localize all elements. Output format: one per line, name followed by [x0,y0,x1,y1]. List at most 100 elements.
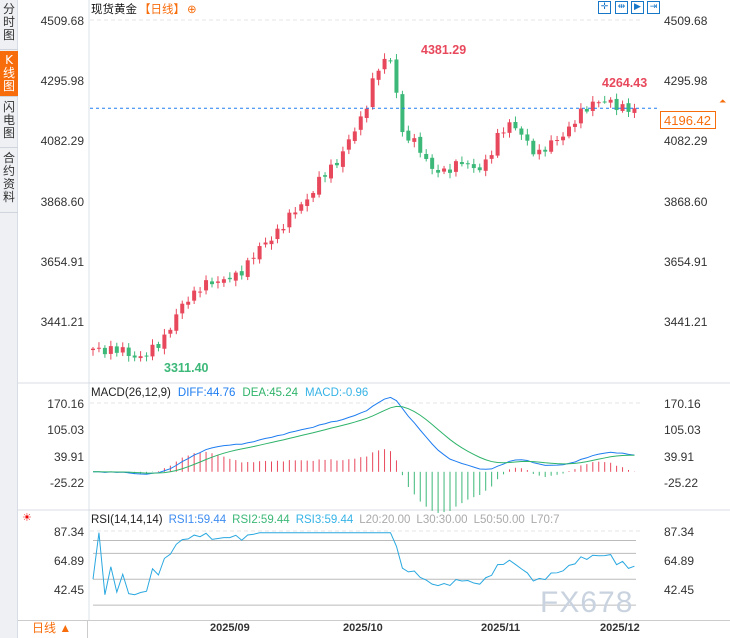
rsi-tick: 87.34 [53,525,84,539]
candle-body [352,131,357,141]
candle-body [334,162,339,166]
candle-body [483,159,488,171]
rsi-l70: L70:7 [530,514,560,526]
candle-body [138,356,143,359]
jump-latest-icon[interactable]: ⇥ [647,1,660,14]
tab-contract-info[interactable]: 合约资料 [0,149,18,213]
macd-tick: 170.16 [664,397,701,411]
settings-sun-icon[interactable]: ☀ [22,512,32,524]
right-price-tick: 4295.98 [664,74,708,88]
candle-body [400,94,405,133]
instrument-title: 现货黄金 [91,4,137,16]
candle-body [459,162,464,165]
candle-body [108,346,113,354]
left-price-tick: 3441.21 [40,315,84,329]
candle-body [281,228,286,231]
left-price-tick: 4295.98 [40,74,84,88]
candle-body [519,128,524,135]
candle-body [370,78,375,108]
macd-diff: DIFF:44.76 [177,387,236,399]
right-price-tick: 3654.91 [664,255,708,269]
candle-body [340,151,345,167]
candle-body [418,136,423,153]
date-label: 2025/11 [481,622,521,634]
candle-body [388,60,393,62]
candle-body [602,101,607,103]
diff-line [92,396,635,475]
candle-body [501,132,506,134]
macd-tick: 105.03 [47,423,84,437]
macd-tick: 170.16 [47,397,84,411]
rsi-tick: 64.89 [53,554,84,568]
candle-body [91,348,95,351]
candle-body [263,242,268,245]
candle-body [495,132,500,156]
rsi-title: RSI(14,14,14) [91,514,163,526]
candle-body [626,103,631,112]
candle-body [424,154,429,159]
candle-body [168,329,173,334]
candle-body [436,170,441,173]
rsi-tick: 42.45 [664,583,695,597]
candle-body [513,121,518,129]
crosshair-icon[interactable]: ✛ [598,1,611,14]
candle-body [239,271,244,276]
right-price-tick: 4082.29 [664,134,708,148]
candle-body [150,344,155,357]
left-price-tick: 4082.29 [40,134,84,148]
watermark-logo: FX678 [540,586,634,619]
candle-body [269,240,274,245]
candle-body [323,175,328,177]
rsi-l20: L20:20.00 [359,514,411,526]
candle-body [251,257,256,259]
period-high-label: 4381.29 [421,43,467,57]
candle-body [305,199,310,206]
candle-body [162,334,167,349]
tab-flash-chart[interactable]: 闪电图 [0,98,18,148]
macd-tick: 39.91 [664,450,695,464]
candle-body [210,281,214,285]
candle-body [549,140,554,152]
period-label: 【日线】 [139,4,185,16]
candle-body [406,130,411,141]
candle-body [608,99,613,103]
candle-body [156,344,161,348]
candle-body [572,123,577,127]
play-forward-icon[interactable]: ▶ [631,1,644,14]
rsi-tick: 87.34 [664,525,695,539]
rsi-header: RSI(14,14,14) RSI1:59.44 RSI2:59.44 RSI3… [91,513,560,527]
date-label: 2025/12 [600,622,640,634]
candle-body [180,303,185,314]
current-price-label: 4196.42 [660,111,716,129]
right-price-tick: 4509.68 [664,14,708,28]
candle-body [299,204,304,211]
right-price-tick: 3868.60 [664,195,708,209]
circle-plus-icon[interactable]: ⊕ [187,4,197,16]
rsi1-value: RSI1:59.44 [168,514,227,526]
candle-body [221,279,226,283]
right-price-tick: 3441.21 [664,315,708,329]
candle-body [382,58,387,70]
candle-body [198,291,203,293]
price-alert-icon[interactable]: ⏶ [719,96,727,106]
candle-body [632,108,637,113]
candle-body [317,176,322,195]
candle-body [614,98,619,111]
candle-body [174,314,179,331]
fit-range-icon[interactable]: ⇹ [615,1,628,14]
macd-title: MACD(26,12,9) [91,387,171,399]
tab-kline-chart[interactable]: K线图 [0,51,18,97]
candle-body [590,101,595,111]
candle-body [275,228,280,240]
candle-body [620,104,625,111]
macd-tick: 105.03 [664,423,701,437]
period-selector[interactable]: 日线 ▲ [19,621,88,638]
macd-tick: -25.22 [49,476,84,490]
candle-body [132,355,137,358]
candle-body [477,167,482,171]
candle-body [293,212,298,215]
tab-time-chart[interactable]: 分时图 [0,0,18,50]
period-low-label: 3311.40 [164,361,209,375]
candle-body [537,149,542,155]
